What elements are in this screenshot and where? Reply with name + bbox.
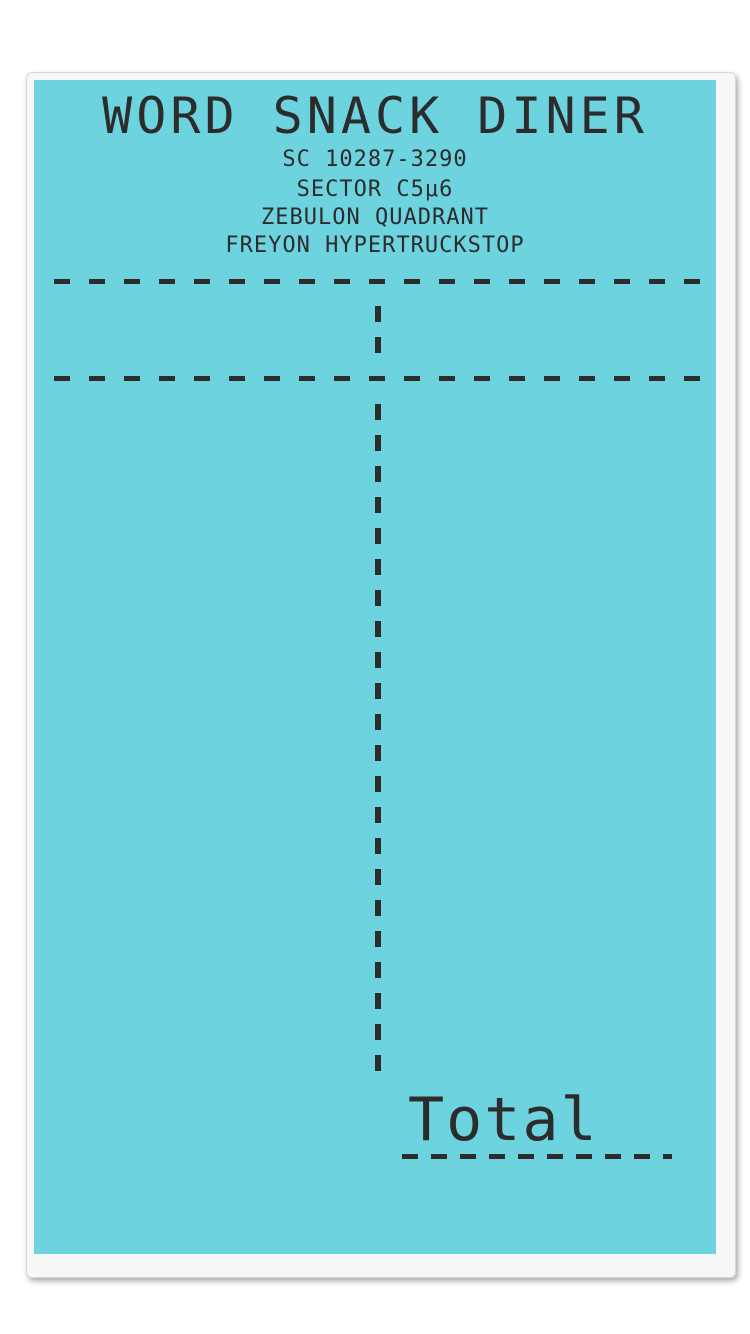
address-line-location: FREYON HYPERTRUCKSTOP (225, 233, 525, 258)
items-column-divider (375, 404, 381, 1080)
upper-column-divider (375, 306, 381, 362)
total-label: Total (408, 1085, 599, 1155)
address-line-code: SC 10287-3290 (282, 147, 468, 172)
total-underline (402, 1154, 672, 1159)
address-line-sector: SECTOR C5μ6 (296, 177, 454, 202)
address-line-quadrant: ZEBULON QUADRANT (261, 205, 489, 230)
header-divider (54, 279, 700, 284)
diner-title: WORD SNACK DINER (102, 87, 648, 145)
items-divider (54, 376, 700, 381)
